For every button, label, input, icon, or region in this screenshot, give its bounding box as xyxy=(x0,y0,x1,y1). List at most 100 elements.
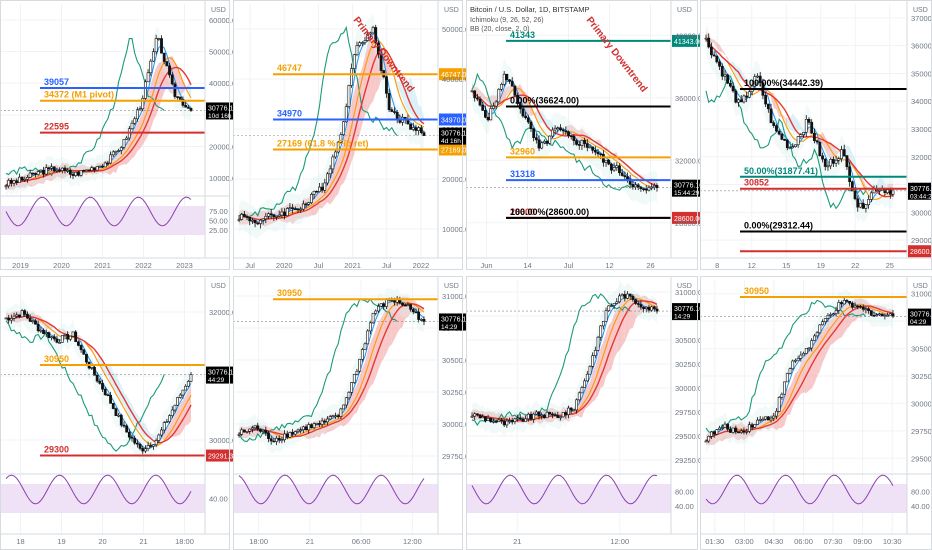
ichimoku-cloud-segment xyxy=(784,116,788,128)
candle-body xyxy=(831,313,835,315)
candle-body xyxy=(307,424,311,431)
price-level-label: 39057 xyxy=(44,77,69,87)
candle-body xyxy=(788,368,792,374)
ichimoku-cloud-segment xyxy=(482,93,486,100)
x-axis-tick: 8 xyxy=(715,261,719,270)
candle-body xyxy=(880,313,884,316)
current-price-countdown: 04:29 xyxy=(910,319,927,326)
candle-body xyxy=(293,208,297,210)
candle-body xyxy=(883,315,887,317)
candle-body xyxy=(85,353,88,363)
candle-body xyxy=(331,156,335,170)
candle-body xyxy=(117,150,121,152)
price-level-label: 27169 (61.8 % Fib ret) xyxy=(277,139,369,149)
candle-body xyxy=(170,409,174,416)
candle-body xyxy=(318,423,321,425)
candle-body xyxy=(518,417,522,420)
ichimoku-cloud-segment xyxy=(51,324,55,330)
price-level-label: 31318 xyxy=(510,169,535,179)
candle-body xyxy=(103,162,107,168)
candle-body xyxy=(186,381,190,387)
candle-body xyxy=(534,411,538,415)
ichimoku-cloud-segment xyxy=(781,114,785,120)
ichimoku-cloud-segment xyxy=(825,322,828,357)
candle-body xyxy=(837,302,841,311)
lagging-span-line xyxy=(471,72,631,191)
candle-body xyxy=(826,165,830,168)
x-axis-tick: 19 xyxy=(57,537,65,546)
candle-body xyxy=(869,192,873,200)
y-axis-tick: 29500.00 xyxy=(675,432,706,441)
y-axis-tick: 31000.00 xyxy=(442,292,473,301)
candle-body xyxy=(837,158,841,161)
lagging-span-line xyxy=(5,37,165,177)
candle-body xyxy=(248,217,252,222)
y-axis-tick: 36000.00 xyxy=(911,42,932,51)
candle-body xyxy=(403,304,407,307)
candle-body xyxy=(780,133,784,140)
candle-body xyxy=(764,416,768,420)
candle-body xyxy=(409,304,412,310)
candle-body xyxy=(707,37,711,48)
y-axis-tick: 32000.00 xyxy=(911,153,932,162)
candle-body xyxy=(34,173,37,175)
y-axis-tick: 32000.00 xyxy=(675,156,706,165)
candle-body xyxy=(93,167,96,171)
candle-body xyxy=(342,404,345,410)
x-axis-tick: Jul xyxy=(564,261,574,270)
candle-body xyxy=(810,340,814,349)
candle-body xyxy=(299,208,303,211)
candle-body xyxy=(864,204,868,209)
ichimoku-cloud-segment xyxy=(185,389,189,426)
x-axis-tick: 2020 xyxy=(276,261,293,270)
candle-body xyxy=(119,414,123,426)
candle-body xyxy=(623,294,627,299)
candle-body xyxy=(162,422,166,431)
candle-body xyxy=(350,382,354,393)
candle-body xyxy=(339,408,343,417)
indicator-legend: BB (20, close, 2, 0) xyxy=(470,26,530,33)
price-level-label: 46747 xyxy=(277,63,302,73)
candle-body xyxy=(556,415,560,418)
candle-body xyxy=(842,300,846,305)
candle-body xyxy=(747,91,751,98)
candle-body xyxy=(366,33,370,41)
candle-body xyxy=(342,121,345,135)
candle-body xyxy=(848,166,852,183)
current-price-text: 30776.10 xyxy=(674,306,703,313)
price-level-tag-text: 46747.00 xyxy=(441,72,470,79)
price-level-label: 0.00%(29312.44) xyxy=(744,220,813,230)
candle-body xyxy=(358,42,362,46)
candle-body xyxy=(704,440,708,443)
candle-body xyxy=(355,45,359,56)
candle-body xyxy=(815,140,819,143)
candle-body xyxy=(524,418,528,422)
ichimoku-cloud-segment xyxy=(719,44,723,53)
y-axis-tick: 30500.00 xyxy=(911,345,932,354)
candle-body xyxy=(347,85,351,107)
price-level-label: 50.00%(31877.41) xyxy=(744,166,818,176)
ichimoku-cloud-segment xyxy=(795,370,799,401)
ichimoku-cloud-segment xyxy=(268,209,272,225)
ichimoku-cloud-segment xyxy=(600,342,604,388)
price-level-tag-text: 34970.00 xyxy=(441,118,470,125)
ichimoku-cloud-segment xyxy=(624,294,628,342)
ichimoku-cloud-segment xyxy=(865,300,869,315)
candle-body xyxy=(794,359,797,362)
candle-body xyxy=(9,318,13,321)
ichimoku-cloud-segment xyxy=(711,39,715,44)
candle-body xyxy=(109,154,112,164)
candle-body xyxy=(750,424,754,428)
candle-body xyxy=(374,310,378,314)
ichimoku-cloud-segment xyxy=(418,104,422,119)
candle-body xyxy=(553,127,557,131)
candle-body xyxy=(28,317,32,322)
y-axis-tick: 30500.00 xyxy=(675,336,706,345)
rsi-band xyxy=(233,484,438,513)
candle-body xyxy=(497,88,501,103)
candle-body xyxy=(591,146,595,151)
candle-body xyxy=(9,180,13,184)
candle-body xyxy=(799,354,803,359)
price-level-tag xyxy=(908,245,932,258)
candle-body xyxy=(556,127,560,130)
